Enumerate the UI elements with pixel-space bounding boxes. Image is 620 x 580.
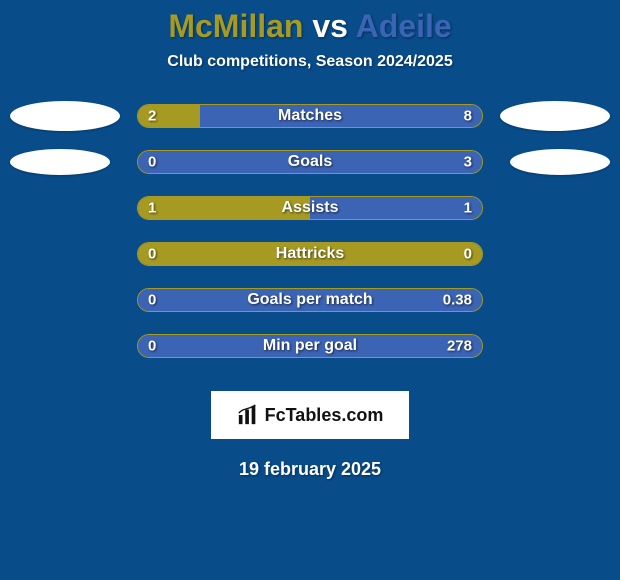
metric-row: 0 3 Goals xyxy=(0,139,620,185)
logo-box: FcTables.com xyxy=(211,391,409,439)
player2-badge xyxy=(500,101,610,131)
value-left: 0 xyxy=(148,338,156,355)
title-player1: McMillan xyxy=(168,8,303,44)
metric-row: 2 8 Matches xyxy=(0,93,620,139)
metric-rows: 2 8 Matches 0 3 Goals 1 1 Assists 0 0 Hattricks 0 0.3… xyxy=(0,93,620,369)
value-left: 0 xyxy=(148,292,156,309)
metric-label: Matches xyxy=(278,107,342,125)
value-left: 1 xyxy=(148,200,156,217)
metric-row: 0 0 Hattricks xyxy=(0,231,620,277)
metric-row: 0 278 Min per goal xyxy=(0,323,620,369)
value-right: 1 xyxy=(464,200,472,217)
value-right: 0 xyxy=(464,246,472,263)
value-right: 0.38 xyxy=(443,292,472,309)
metric-label: Goals xyxy=(288,153,332,171)
player2-badge xyxy=(510,149,610,175)
metric-bar: 0 278 Min per goal xyxy=(137,334,483,358)
metric-label: Assists xyxy=(282,199,339,217)
metric-bar: 0 3 Goals xyxy=(137,150,483,174)
metric-bar: 1 1 Assists xyxy=(137,196,483,220)
metric-bar: 0 0.38 Goals per match xyxy=(137,288,483,312)
value-left: 2 xyxy=(148,108,156,125)
value-left: 0 xyxy=(148,154,156,171)
metric-bar: 2 8 Matches xyxy=(137,104,483,128)
metric-label: Min per goal xyxy=(263,337,357,355)
metric-label: Hattricks xyxy=(276,245,344,263)
value-right: 3 xyxy=(464,154,472,171)
bar-chart-icon xyxy=(237,404,259,426)
player1-badge xyxy=(10,149,110,175)
subtitle: Club competitions, Season 2024/2025 xyxy=(0,53,620,71)
value-left: 0 xyxy=(148,246,156,263)
metric-row: 1 1 Assists xyxy=(0,185,620,231)
metric-bar: 0 0 Hattricks xyxy=(137,242,483,266)
comparison-card: McMillan vs Adeile Club competitions, Se… xyxy=(0,0,620,580)
title-player2: Adeile xyxy=(356,8,452,44)
metric-row: 0 0.38 Goals per match xyxy=(0,277,620,323)
value-right: 278 xyxy=(447,338,472,355)
value-right: 8 xyxy=(464,108,472,125)
logo-text: FcTables.com xyxy=(265,405,384,426)
metric-label: Goals per match xyxy=(247,291,372,309)
title-vs: vs xyxy=(312,8,348,44)
player1-badge xyxy=(10,101,120,131)
page-title: McMillan vs Adeile xyxy=(0,8,620,45)
date-label: 19 february 2025 xyxy=(0,459,620,480)
